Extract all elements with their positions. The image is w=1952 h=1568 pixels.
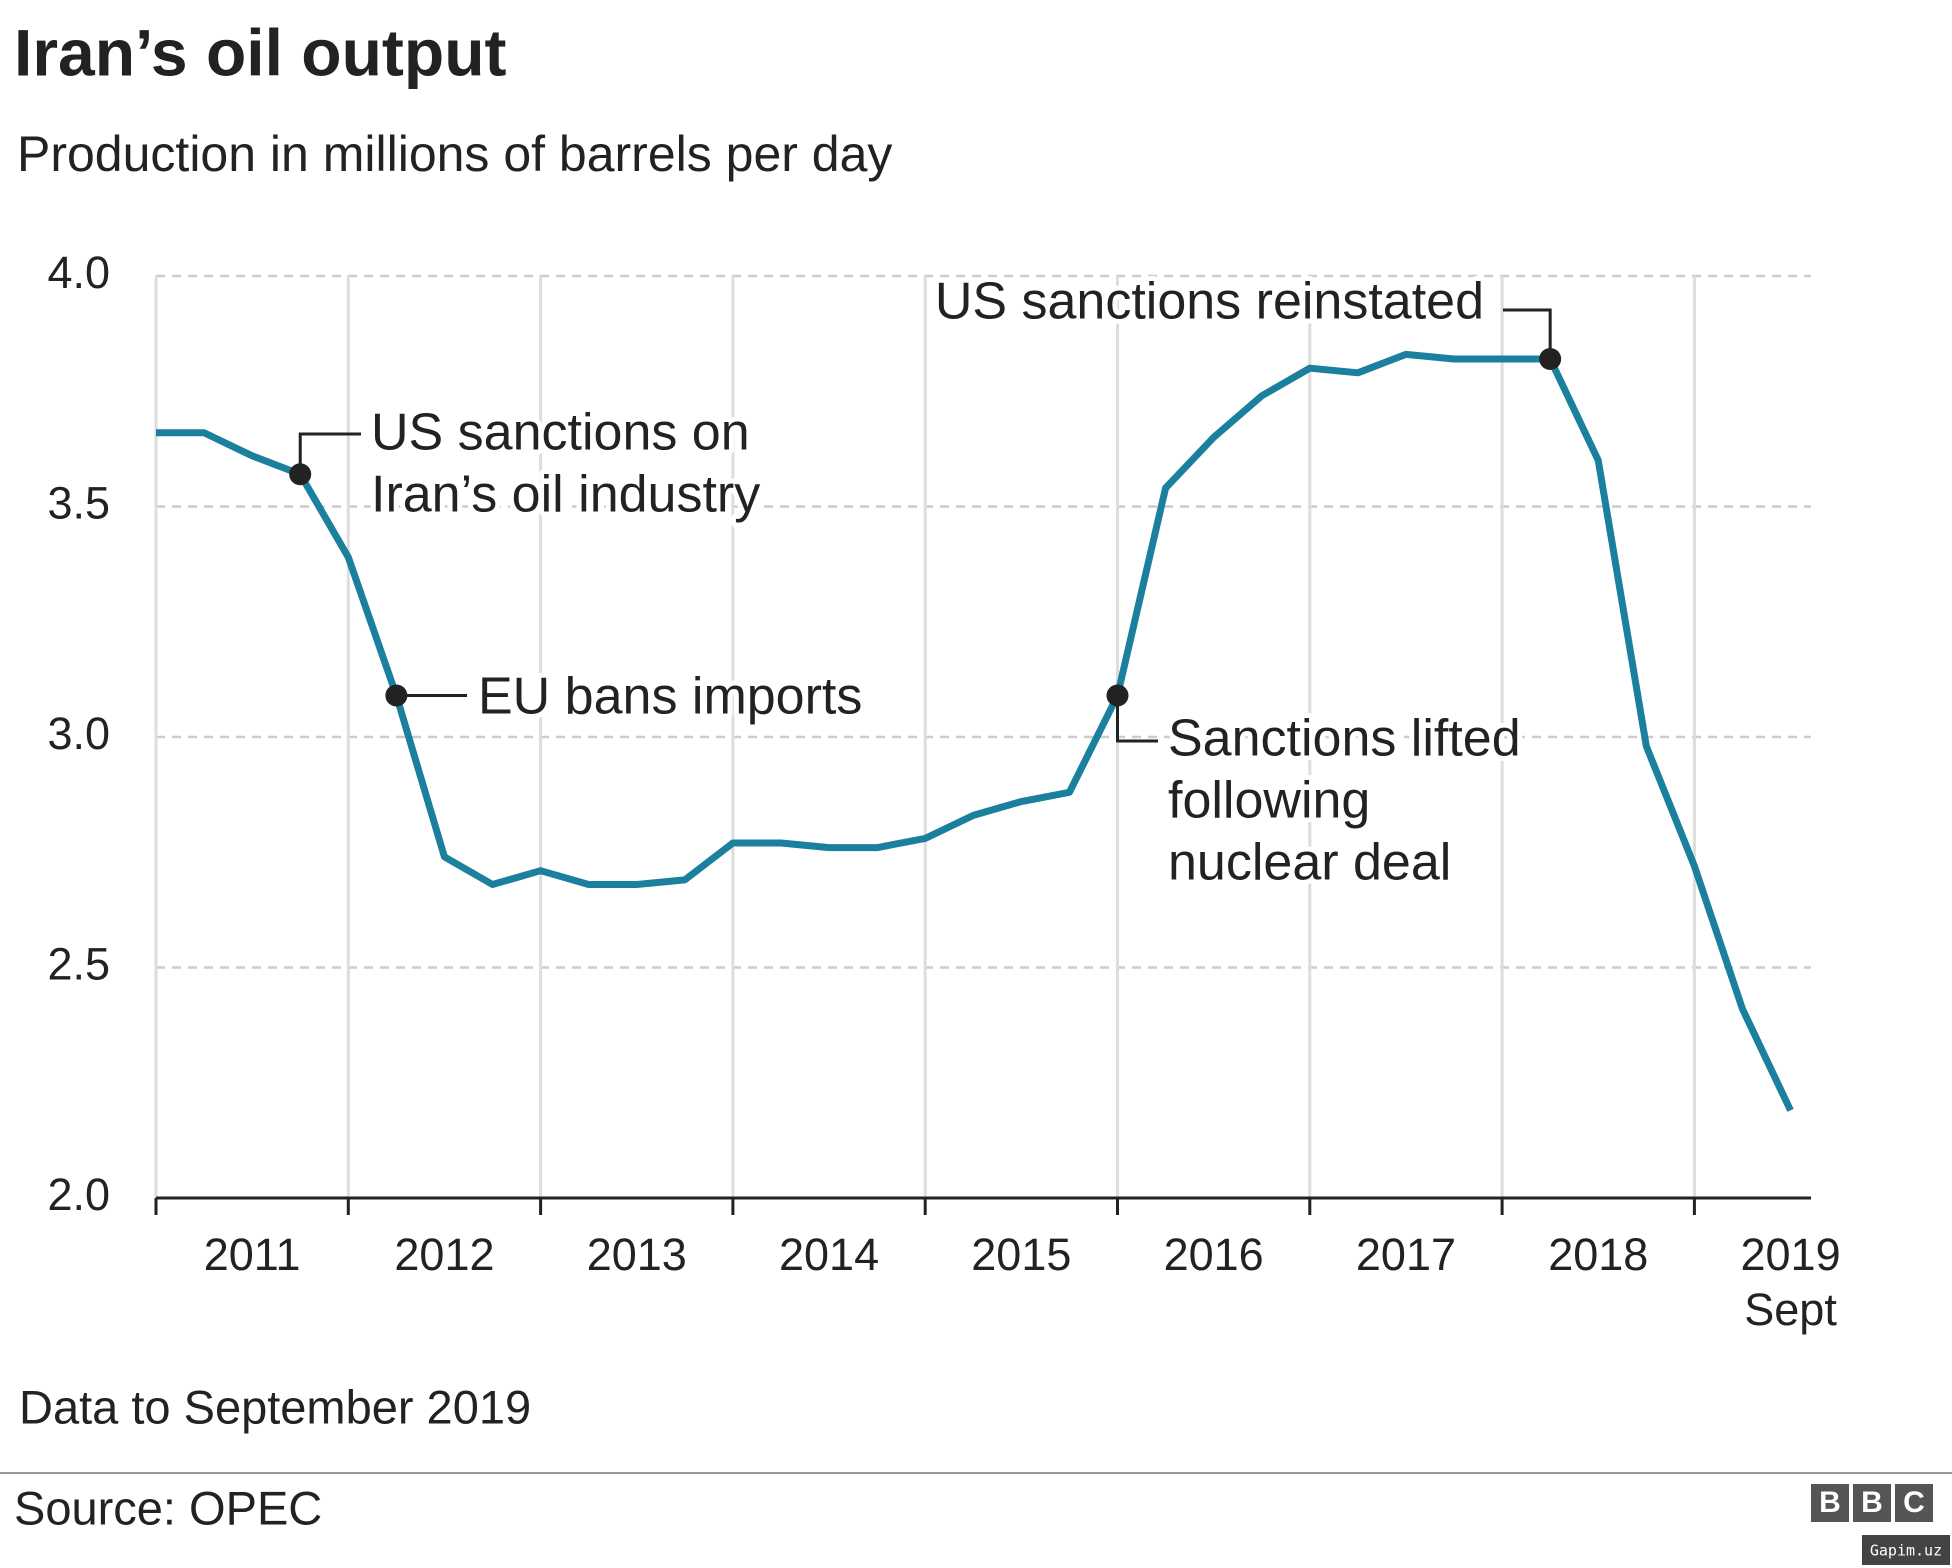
source: Source: OPEC [14,1481,322,1534]
annotation-leader [1116,695,1158,743]
x-tick-label: 2018 [1548,1229,1648,1280]
x-tick-label: 2013 [587,1229,687,1280]
logo-block [1811,1484,1849,1522]
x-tick-label: 2016 [1164,1229,1264,1280]
logo-letter: B [1819,1486,1841,1519]
chart-subtitle: Production in millions of barrels per da… [17,126,892,182]
x-tick-label: 2011 [204,1229,301,1280]
logo-letter: C [1903,1486,1925,1519]
x-tick-label: 2012 [394,1229,494,1280]
annotation-text: EU bans imports [478,668,862,726]
annotation-text: US sanctions reinstated [935,273,1484,331]
y-tick-label: 2.5 [47,938,110,989]
annotation-leader [1503,308,1552,359]
annotation-dot [1106,684,1129,707]
x-tick-label: 2015 [971,1229,1071,1280]
annotation-text: US sanctions on [371,404,750,462]
x-tick-label: 2017 [1356,1229,1456,1280]
annotation-text: following [1168,772,1370,830]
chart-title: Iran’s oil output [14,15,507,89]
y-tick-label: 3.5 [47,477,110,528]
x-tick-label: 2014 [779,1229,879,1280]
annotation-dot [289,463,312,486]
annotation-text: Sanctions lifted [1168,710,1521,768]
annotation-text: Iran’s oil industry [371,466,760,524]
y-tick-label: 2.0 [47,1169,110,1220]
note: Data to September 2019 [19,1380,531,1433]
logo-block [1853,1484,1891,1522]
watermark-bg [1862,1535,1950,1565]
annotation-dot [1539,347,1562,370]
annotation-dot [385,684,408,707]
annotation-leader [298,432,361,475]
watermark: Gapim.uz [1870,1542,1942,1560]
y-tick-label: 3.0 [47,708,110,759]
y-tick-label: 4.0 [47,247,110,298]
logo-block [1895,1484,1933,1522]
logo-letter: B [1861,1486,1883,1519]
line-series [156,350,1794,1112]
annotation-text: nuclear deal [1168,834,1451,892]
x-tick-label: 2019 Sept [1740,1229,1840,1335]
